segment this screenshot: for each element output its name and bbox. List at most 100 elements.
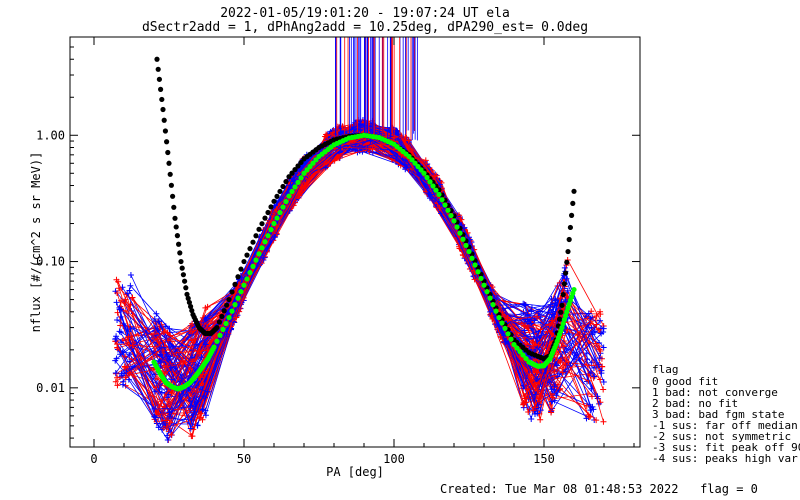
- measurement-point: [367, 137, 374, 144]
- measurement-line: [169, 135, 566, 423]
- measurement-point: [403, 164, 410, 171]
- measurement-line: [163, 149, 560, 424]
- black-fit-point: [571, 188, 577, 194]
- measurement-point: [202, 341, 209, 348]
- measurement-point: [187, 404, 194, 411]
- black-fit-point: [569, 212, 575, 218]
- black-fit-point: [271, 198, 277, 204]
- green-fit-point: [259, 245, 265, 251]
- green-fit-point: [424, 174, 430, 181]
- measurement-point: [271, 234, 278, 241]
- green-fit-point: [292, 184, 298, 190]
- black-fit-point: [185, 295, 191, 301]
- green-fit-point: [445, 207, 451, 213]
- measurement-point: [114, 374, 121, 381]
- green-fit-point: [223, 320, 229, 327]
- green-fit-point: [256, 251, 262, 257]
- measurement-point: [197, 350, 204, 357]
- measurement-line: [164, 122, 562, 419]
- x-tick-label: 150: [533, 452, 555, 466]
- measurement-point: [122, 374, 129, 381]
- measurement-point: [199, 406, 206, 413]
- green-fit-point: [508, 336, 514, 342]
- measurement-point: [161, 328, 168, 335]
- black-fit-point: [563, 270, 569, 276]
- measurement-point: [529, 345, 536, 352]
- measurement-point: [520, 300, 527, 307]
- black-fit-point: [229, 289, 235, 295]
- measurement-point: [535, 341, 542, 348]
- black-fit-point: [298, 159, 304, 166]
- measurement-point: [336, 155, 343, 162]
- black-fit-point: [232, 281, 238, 287]
- green-fit-point: [262, 239, 268, 245]
- plot-frame: [69, 36, 641, 448]
- measurement-point: [497, 333, 504, 340]
- measurement-point: [113, 299, 120, 306]
- measurement-point: [125, 333, 132, 340]
- measurement-point: [119, 381, 126, 388]
- measurement-point: [405, 137, 412, 144]
- measurement-point: [600, 344, 607, 351]
- measurement-point: [548, 386, 555, 393]
- measurement-point: [129, 342, 136, 349]
- measurement-point: [112, 378, 119, 385]
- measurement-point: [152, 371, 159, 378]
- measurement-point: [118, 370, 125, 377]
- y-tick-label: 0.01: [36, 381, 65, 395]
- green-fit-point: [241, 282, 247, 288]
- black-fit-point: [565, 248, 571, 255]
- measurement-point: [551, 372, 558, 379]
- measurement-point: [600, 329, 607, 336]
- measurement-line: [132, 146, 568, 399]
- y-axis-ticks: 0.01 0.10 1.00: [36, 46, 640, 439]
- measurement-line: [155, 127, 552, 438]
- green-fit-point: [289, 188, 295, 195]
- black-fit-point: [250, 239, 256, 245]
- measurement-line: [164, 130, 561, 415]
- measurement-point: [564, 326, 571, 333]
- green-fit-point: [478, 275, 484, 282]
- measurement-point: [521, 301, 528, 308]
- black-fit-point: [158, 86, 164, 92]
- black-fit-point: [161, 117, 167, 123]
- black-fit-point: [183, 285, 189, 291]
- measurement-point: [553, 392, 560, 399]
- green-fit-point: [560, 321, 566, 327]
- y-axis-label: nflux [#/(cm^2 s sr MeV)]: [29, 152, 43, 333]
- legend-item: -1 sus: far off median: [652, 419, 798, 432]
- measurement-point: [548, 409, 555, 416]
- black-fit-point: [184, 291, 190, 297]
- measurement-point: [124, 290, 131, 297]
- black-fit-point: [557, 316, 563, 322]
- legend-item: 1 bad: not converge: [652, 386, 778, 399]
- green-fit-point: [232, 302, 238, 308]
- measurement-point: [561, 264, 568, 271]
- green-fit-point: [517, 348, 523, 355]
- measurement-point: [260, 254, 267, 261]
- measurement-point: [562, 361, 569, 368]
- black-fit-point: [283, 179, 289, 185]
- measurement-point: [557, 295, 564, 302]
- green-fit-point: [250, 263, 256, 270]
- black-fit-point: [186, 299, 192, 306]
- legend-item: 0 good fit: [652, 375, 718, 388]
- green-fit-point: [457, 230, 463, 236]
- measurement-point: [127, 326, 134, 333]
- measurement-point: [204, 303, 211, 310]
- measurement-point: [187, 425, 194, 432]
- black-fit-point: [561, 281, 568, 287]
- measurement-point: [600, 378, 607, 385]
- green-fit-point: [496, 314, 502, 321]
- green-fit-point: [442, 202, 448, 208]
- green-fit-point: [238, 289, 244, 295]
- measurement-point: [122, 296, 129, 303]
- measurement-line: [161, 121, 558, 415]
- measurement-point: [502, 339, 509, 346]
- measurement-point: [585, 411, 592, 418]
- black-fit-point: [567, 224, 574, 231]
- measurement-point: [554, 362, 561, 369]
- black-fit-point: [156, 76, 162, 82]
- green-fit-point: [247, 270, 253, 276]
- green-fit-point: [265, 233, 271, 239]
